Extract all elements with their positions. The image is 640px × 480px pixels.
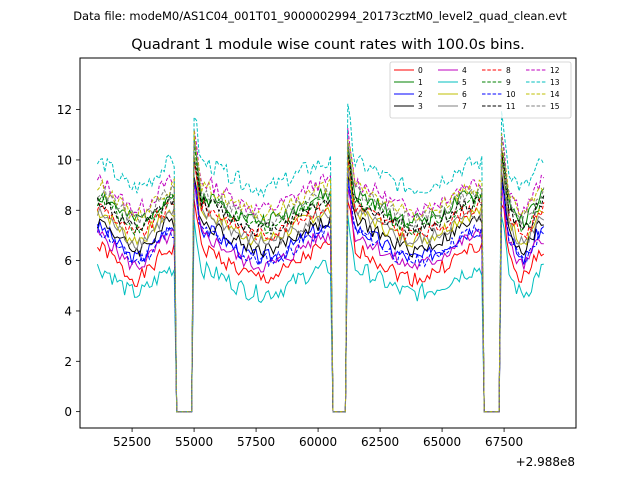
legend-label-4: 4 — [462, 66, 467, 75]
x-axis: 52500 55000 57500 60000 62500 65000 67500 — [113, 428, 523, 449]
legend-label-9: 9 — [506, 78, 511, 87]
x-tick-label: 52500 — [113, 435, 151, 449]
legend-label-10: 10 — [506, 90, 516, 99]
y-axis: 0 2 4 6 8 10 12 — [57, 103, 80, 419]
y-tick-label: 2 — [64, 355, 72, 369]
x-tick-label: 60000 — [299, 435, 337, 449]
legend-label-12: 12 — [550, 66, 560, 75]
legend-label-1: 1 — [418, 78, 423, 87]
series-line-15 — [97, 137, 545, 413]
legend-label-14: 14 — [550, 90, 560, 99]
x-tick-label: 65000 — [423, 435, 461, 449]
x-tick-label: 57500 — [237, 435, 275, 449]
y-tick-label: 12 — [57, 103, 72, 117]
legend-label-15: 15 — [550, 102, 560, 111]
series-line-14 — [97, 130, 545, 413]
y-tick-label: 0 — [64, 405, 72, 419]
series-line-4 — [96, 180, 544, 413]
series-line-2 — [96, 171, 545, 413]
y-tick-label: 4 — [64, 304, 72, 318]
legend-label-8: 8 — [506, 66, 511, 75]
legend-label-5: 5 — [462, 78, 467, 87]
series-line-0 — [96, 199, 545, 413]
x-offset-label: +2.988e8 — [516, 455, 575, 469]
chart-title: Quadrant 1 module wise count rates with … — [131, 37, 525, 53]
series-line-10 — [96, 181, 545, 413]
legend-label-7: 7 — [462, 102, 467, 111]
legend-label-6: 6 — [462, 90, 467, 99]
x-tick-label: 55000 — [175, 435, 213, 449]
y-tick-label: 6 — [64, 254, 72, 268]
legend-label-0: 0 — [418, 66, 423, 75]
series-line-1 — [96, 137, 545, 413]
plot-frame — [79, 57, 577, 429]
x-tick-label: 62500 — [361, 435, 399, 449]
chart-suptitle: Data file: modeM0/AS1C04_001T01_90000029… — [73, 9, 567, 23]
series-line-11 — [96, 152, 545, 413]
x-tick-label: 67500 — [485, 435, 523, 449]
series-layer — [96, 103, 545, 413]
legend-box — [389, 61, 572, 119]
legend-label-11: 11 — [506, 102, 516, 111]
series-line-9 — [96, 143, 545, 413]
y-tick-label: 8 — [64, 204, 72, 218]
legend-label-2: 2 — [418, 90, 423, 99]
series-line-13 — [96, 103, 545, 413]
series-line-7 — [96, 158, 545, 413]
y-tick-label: 10 — [57, 153, 72, 167]
legend-label-3: 3 — [418, 102, 423, 111]
series-line-5 — [96, 215, 544, 413]
legend-label-13: 13 — [550, 78, 560, 87]
